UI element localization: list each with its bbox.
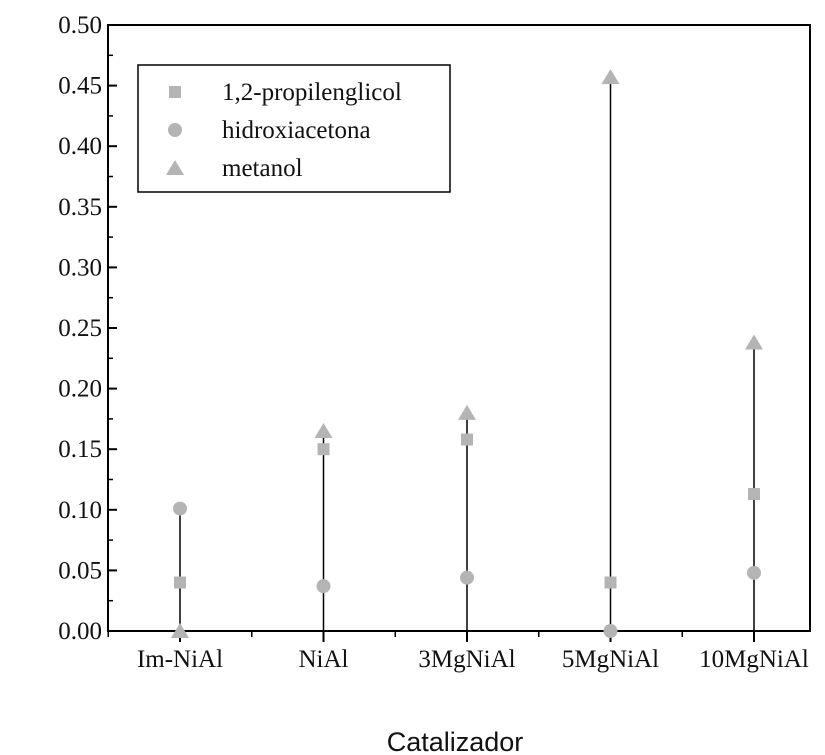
x-tick-label: 3MgNiAl — [418, 646, 515, 673]
data-point-triangle — [171, 623, 189, 638]
y-tick-label: 0.40 — [58, 133, 102, 160]
data-point-triangle — [601, 69, 620, 85]
y-tick-label: 0.50 — [58, 12, 102, 39]
y-ticks: 0.00 0.05 0.10 0.15 0.20 0.25 0.30 0.35 0.40 0.45… — [58, 12, 117, 645]
y-tick-label: 0.05 — [58, 557, 102, 584]
y-tick-label: 0.00 — [58, 618, 102, 645]
x-axis-label: Catalizador — [387, 727, 524, 755]
x-ticks: Im-NiAl NiAl 3MgNiAl 5MgNiAl 10MgNiAl — [107, 631, 809, 673]
x-tick-label: Im-NiAl — [137, 646, 223, 673]
data-point-circle — [173, 501, 187, 516]
data-point-triangle — [458, 404, 476, 420]
x-tick-label: NiAl — [299, 646, 349, 673]
data-point-square — [604, 576, 617, 589]
y-tick-label: 0.15 — [58, 436, 102, 463]
data-point-square — [748, 488, 760, 501]
data-point-circle — [603, 624, 618, 638]
legend: 1,2-propilenglicol hidroxiacetona metanol — [137, 64, 451, 193]
data-point-square — [317, 443, 330, 456]
y-tick-label: 0.25 — [58, 315, 102, 342]
data-point-circle — [316, 579, 331, 594]
y-tick-label: 0.45 — [58, 73, 102, 100]
data-point-triangle — [314, 423, 333, 439]
y-tick-label: 0.30 — [58, 254, 102, 281]
legend-marker-triangle — [166, 160, 184, 175]
legend-marker-square — [169, 86, 181, 98]
data-point-circle — [747, 565, 761, 580]
drop-lines — [179, 77, 755, 631]
y-tick-label: 0.20 — [58, 376, 102, 403]
legend-label: 1,2-propilenglicol — [222, 79, 402, 106]
y-tick-label: 0.35 — [58, 194, 102, 221]
legend-marker-circle — [168, 123, 182, 137]
data-point-circle — [460, 570, 474, 585]
markers — [171, 69, 763, 638]
x-tick-label: 5MgNiAl — [562, 646, 659, 673]
data-point-square — [174, 576, 186, 589]
y-tick-label: 0.10 — [58, 497, 102, 524]
data-point-triangle — [745, 334, 763, 350]
data-point-square — [461, 433, 473, 446]
legend-box — [137, 64, 451, 193]
x-tick-label: 10MgNiAl — [699, 646, 809, 673]
legend-label: metanol — [222, 155, 303, 182]
legend-label: hidroxiacetona — [222, 117, 371, 144]
